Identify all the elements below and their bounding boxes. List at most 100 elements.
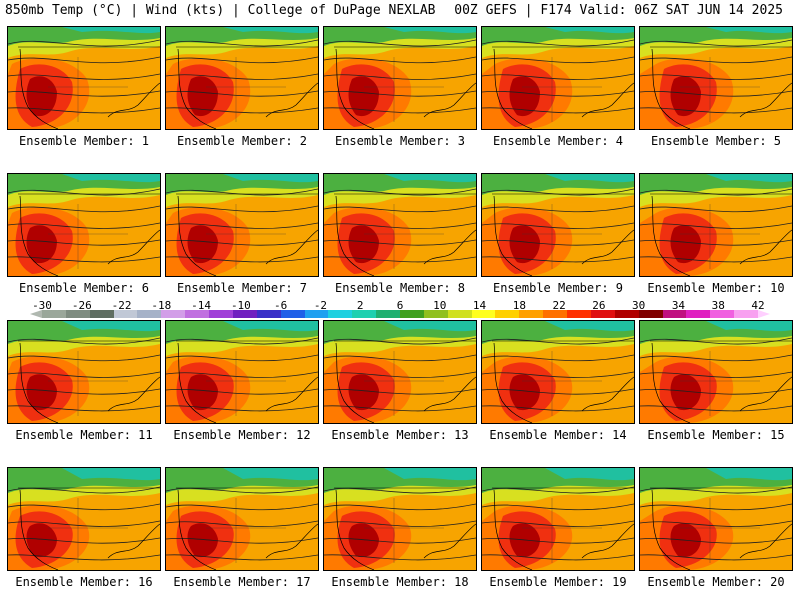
colorbar-tick-label: 2 — [356, 299, 364, 312]
ensemble-member-label: Ensemble Member: 13 — [331, 428, 469, 442]
ensemble-member-map — [323, 173, 477, 277]
colorbar-tick-label: -22 — [111, 299, 132, 312]
ensemble-member-map — [639, 26, 793, 130]
colorbar-swatch — [304, 310, 329, 318]
colorbar-swatch — [519, 310, 544, 318]
ensemble-member-label: Ensemble Member: 7 — [176, 281, 308, 295]
ensemble-member-label: Ensemble Member: 3 — [334, 134, 466, 148]
temperature-map — [324, 27, 476, 129]
temperature-map — [166, 468, 318, 570]
ensemble-member-label: Ensemble Member: 12 — [173, 428, 311, 442]
colorbar-swatch — [280, 310, 306, 318]
colorbar-tick-label: 26 — [592, 299, 606, 312]
temperature-map — [324, 468, 476, 570]
ensemble-member-map — [7, 26, 161, 130]
colorbar-swatch — [495, 310, 520, 318]
temperature-map — [8, 468, 160, 570]
ensemble-member-map — [639, 467, 793, 571]
ensemble-member-map — [323, 320, 477, 424]
colorbar-high-arrow — [758, 310, 770, 318]
ensemble-member-map — [7, 467, 161, 571]
colorbar-swatch — [567, 310, 592, 318]
colorbar-swatch — [423, 310, 449, 318]
colorbar-tick-label: 42 — [751, 299, 765, 312]
colorbar-swatch — [376, 310, 401, 318]
colorbar-tick-label: 6 — [396, 299, 404, 312]
colorbar-swatch — [590, 310, 616, 318]
ensemble-member-map — [481, 173, 635, 277]
temperature-map — [482, 174, 634, 276]
ensemble-member-label: Ensemble Member: 10 — [647, 281, 785, 295]
ensemble-member-map — [481, 320, 635, 424]
colorbar-tick-label: -30 — [32, 299, 52, 312]
ensemble-member-map — [7, 320, 161, 424]
ensemble-member-label: Ensemble Member: 18 — [331, 575, 469, 589]
temperature-map — [640, 27, 792, 129]
ensemble-member-label: Ensemble Member: 1 — [18, 134, 150, 148]
temperature-map — [324, 174, 476, 276]
colorbar-low-arrow — [30, 310, 42, 318]
ensemble-member-map — [165, 173, 319, 277]
colorbar-swatch — [137, 310, 162, 318]
temperature-map — [8, 321, 160, 423]
colorbar-tick-label: -6 — [274, 299, 288, 312]
colorbar-tick-label: -2 — [313, 299, 328, 312]
colorbar-swatch — [447, 310, 473, 318]
colorbar-swatch — [328, 310, 353, 318]
colorbar-tick-label: 38 — [711, 299, 725, 312]
temperature-map — [640, 468, 792, 570]
ensemble-member-label: Ensemble Member: 16 — [15, 575, 153, 589]
colorbar-tick-label: 14 — [472, 299, 487, 312]
colorbar-swatch — [543, 310, 568, 318]
temperature-map — [640, 174, 792, 276]
ensemble-member-map — [323, 467, 477, 571]
ensemble-member-label: Ensemble Member: 14 — [489, 428, 627, 442]
colorbar-tick-label: -10 — [230, 299, 251, 312]
temperature-map — [8, 174, 160, 276]
ensemble-member-label: Ensemble Member: 11 — [15, 428, 153, 442]
ensemble-member-map — [639, 320, 793, 424]
temperature-map — [324, 321, 476, 423]
ensemble-member-label: Ensemble Member: 15 — [647, 428, 785, 442]
colorbar-swatch — [614, 310, 640, 318]
colorbar-swatch — [65, 310, 91, 318]
colorbar-swatch — [161, 310, 186, 318]
ensemble-member-map — [323, 26, 477, 130]
ensemble-member-map — [481, 26, 635, 130]
ensemble-member-map — [165, 467, 319, 571]
ensemble-member-label: Ensemble Member: 19 — [489, 575, 627, 589]
colorbar-swatches — [30, 310, 770, 318]
temperature-map — [482, 321, 634, 423]
colorbar-swatch — [710, 310, 735, 318]
colorbar-swatch — [400, 310, 425, 318]
colorbar-tick-label: 30 — [632, 299, 646, 312]
ensemble-member-label: Ensemble Member: 5 — [650, 134, 782, 148]
colorbar-swatch — [662, 310, 687, 318]
colorbar-tick-label: 10 — [433, 299, 447, 312]
ensemble-member-label: Ensemble Member: 2 — [176, 134, 308, 148]
temperature-map — [640, 321, 792, 423]
ensemble-member-label: Ensemble Member: 17 — [173, 575, 311, 589]
map-title: 850mb Temp (°C) | Wind (kts) | College o… — [5, 3, 436, 18]
ensemble-member-label: Ensemble Member: 20 — [647, 575, 785, 589]
ensemble-member-map — [165, 320, 319, 424]
colorbar-swatch — [256, 310, 282, 318]
ensemble-member-map — [165, 26, 319, 130]
temperature-colorbar: -30 -26 -22 -18 -14 -10 -6 -2 2 6 10 14 18 22 26 30 34 38… — [30, 299, 770, 321]
ensemble-member-map — [639, 173, 793, 277]
ensemble-member-label: Ensemble Member: 4 — [492, 134, 624, 148]
colorbar-swatch — [209, 310, 234, 318]
ensemble-member-label: Ensemble Member: 6 — [18, 281, 150, 295]
temperature-map — [482, 27, 634, 129]
temperature-map — [166, 321, 318, 423]
model-run-valid-time: 00Z GEFS | F174 Valid: 06Z SAT JUN 14 20… — [454, 3, 783, 18]
colorbar-tick-label: 22 — [552, 299, 566, 312]
ensemble-member-map — [7, 173, 161, 277]
colorbar-swatch — [734, 310, 759, 318]
colorbar-swatch — [686, 310, 711, 318]
colorbar-tick-label: -18 — [151, 299, 172, 312]
colorbar-swatch — [185, 310, 210, 318]
colorbar-swatch — [352, 310, 377, 318]
colorbar-swatch — [471, 310, 496, 318]
colorbar-tick-label: -26 — [71, 299, 92, 312]
